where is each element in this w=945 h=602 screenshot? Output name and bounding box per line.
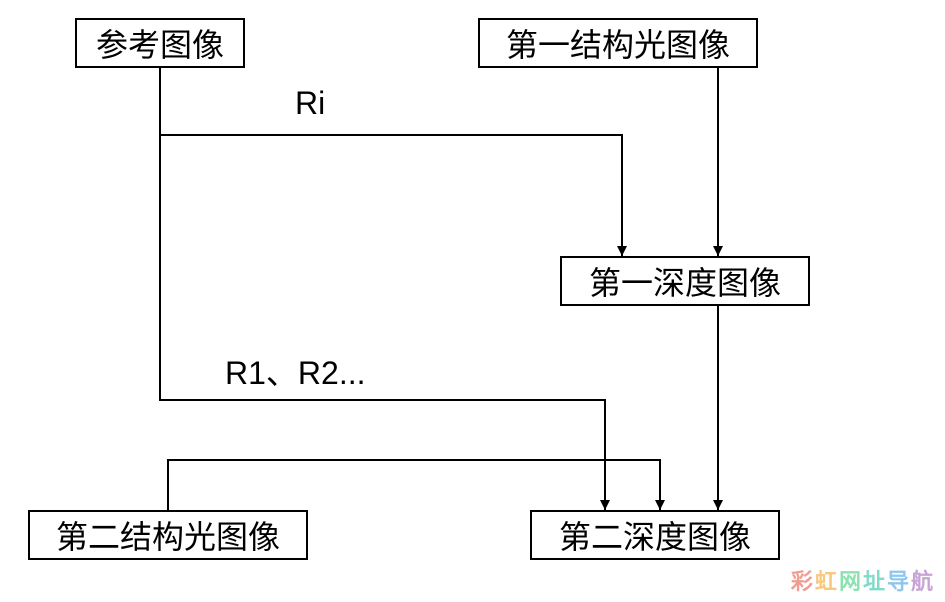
node-depth1-image: 第一深度图像 — [560, 256, 810, 306]
node-label: 第一结构光图像 — [506, 20, 730, 66]
node-struct1-image: 第一结构光图像 — [478, 18, 758, 68]
node-label: 第二深度图像 — [559, 512, 751, 558]
node-label: 第二结构光图像 — [56, 512, 280, 558]
edge-label-ri: Ri — [295, 85, 325, 122]
edge-label-r1r2: R1、R2... — [225, 348, 366, 394]
node-label: 参考图像 — [96, 20, 224, 66]
node-depth2-image: 第二深度图像 — [530, 510, 780, 560]
node-ref-image: 参考图像 — [75, 18, 245, 68]
node-label: 第一深度图像 — [589, 258, 781, 304]
node-struct2-image: 第二结构光图像 — [28, 510, 308, 560]
watermark: 彩虹网址导航 — [791, 564, 935, 596]
